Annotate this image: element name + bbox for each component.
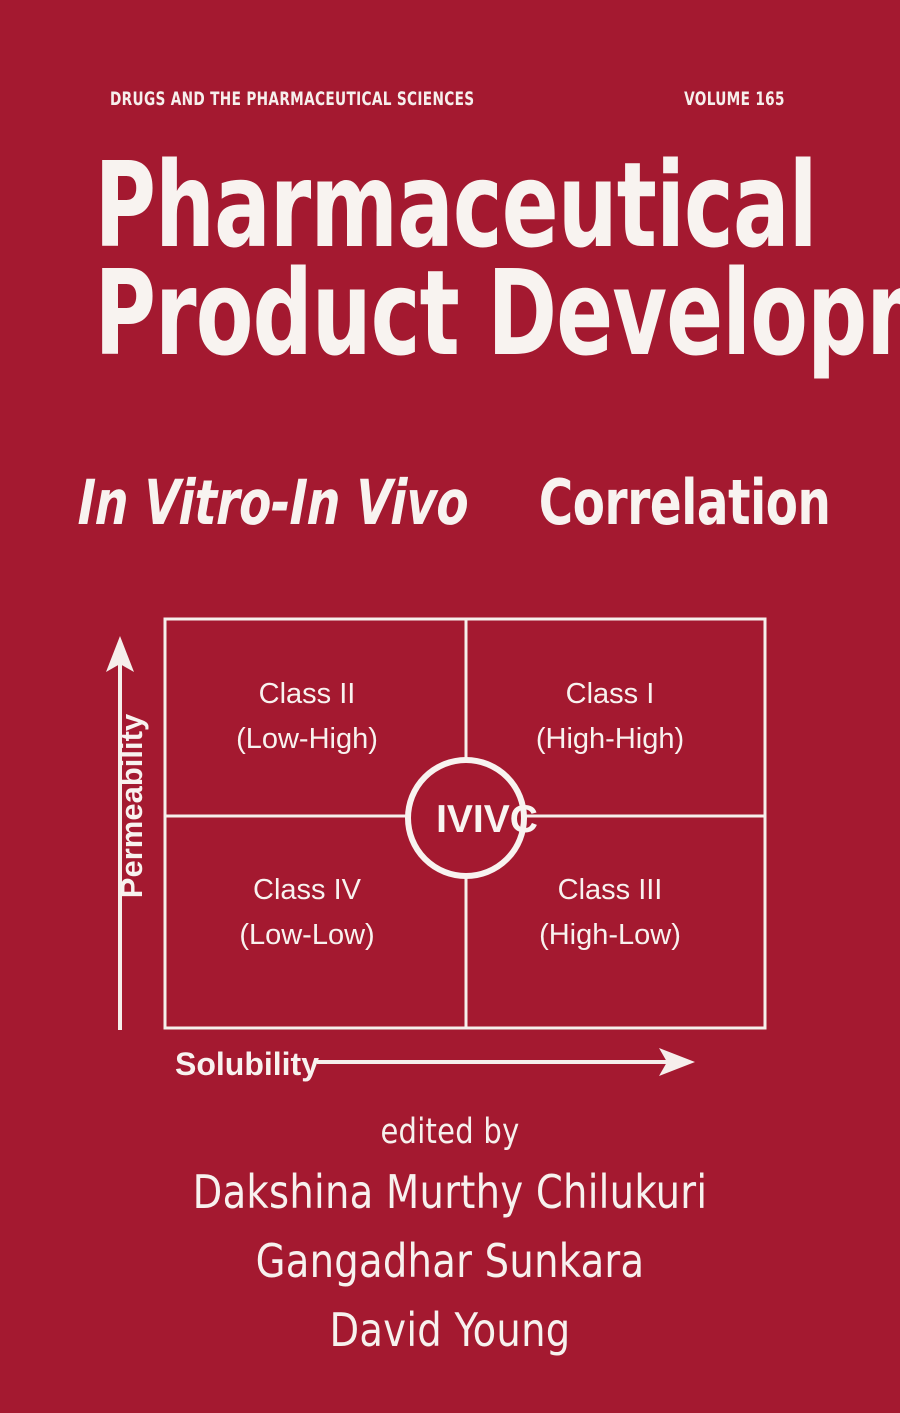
volume-number: VOLUME 165 xyxy=(684,88,785,110)
subtitle-roman-part: Correlation xyxy=(539,466,831,539)
quadrant-bottom-right: Class III (High-Low) xyxy=(460,868,760,958)
page-title: Pharmaceutical Product Development xyxy=(0,136,900,383)
edited-by-label: edited by xyxy=(380,1112,520,1152)
editor-name-2: Gangadhar Sunkara xyxy=(255,1234,645,1288)
editors-block: edited by Dakshina Murthy Chilukuri Gang… xyxy=(0,1112,900,1357)
series-title: DRUGS AND THE PHARMACEUTICAL SCIENCES xyxy=(110,88,475,110)
quadrant-bottom-left-descriptor: (Low-Low) xyxy=(239,918,375,951)
ivivc-circle xyxy=(405,757,527,879)
title-line-2: Product Development xyxy=(94,244,900,383)
quadrant-top-left-descriptor: (Low-High) xyxy=(236,722,378,755)
quadrant-top-left-name: Class II xyxy=(258,678,356,710)
quadrant-top-right-name: Class I xyxy=(565,678,655,710)
x-axis-label: Solubility xyxy=(175,1046,319,1082)
subtitle-italic-part: In Vitro-In Vivo xyxy=(77,466,470,539)
quadrant-top-left: Class II (Low-High) xyxy=(157,672,457,762)
bcs-quadrant-diagram: Class II (Low-High) Class I (High-High) … xyxy=(95,610,805,1100)
diagram-graphics xyxy=(106,617,767,1076)
y-axis-label: Permeability xyxy=(114,713,149,899)
ivivc-center-label: IVIVC xyxy=(436,798,538,841)
quadrant-bottom-right-descriptor: (High-Low) xyxy=(539,918,681,951)
x-axis-arrowhead xyxy=(659,1048,695,1076)
title-line-1: Pharmaceutical xyxy=(94,136,818,274)
subtitle: In Vitro-In Vivo Correlation xyxy=(0,466,900,539)
quadrant-top-right: Class I (High-High) xyxy=(460,672,760,762)
quadrant-bottom-right-name: Class III xyxy=(557,874,663,906)
quadrant-top-right-descriptor: (High-High) xyxy=(535,722,685,755)
quadrant-bottom-left-name: Class IV xyxy=(253,874,361,906)
quadrant-bottom-left: Class IV (Low-Low) xyxy=(157,868,457,958)
y-axis-arrowhead xyxy=(106,636,134,672)
editor-name-1: Dakshina Murthy Chilukuri xyxy=(192,1165,708,1219)
editor-name-3: David Young xyxy=(329,1303,571,1357)
series-header-row: DRUGS AND THE PHARMACEUTICAL SCIENCES VO… xyxy=(110,88,785,114)
